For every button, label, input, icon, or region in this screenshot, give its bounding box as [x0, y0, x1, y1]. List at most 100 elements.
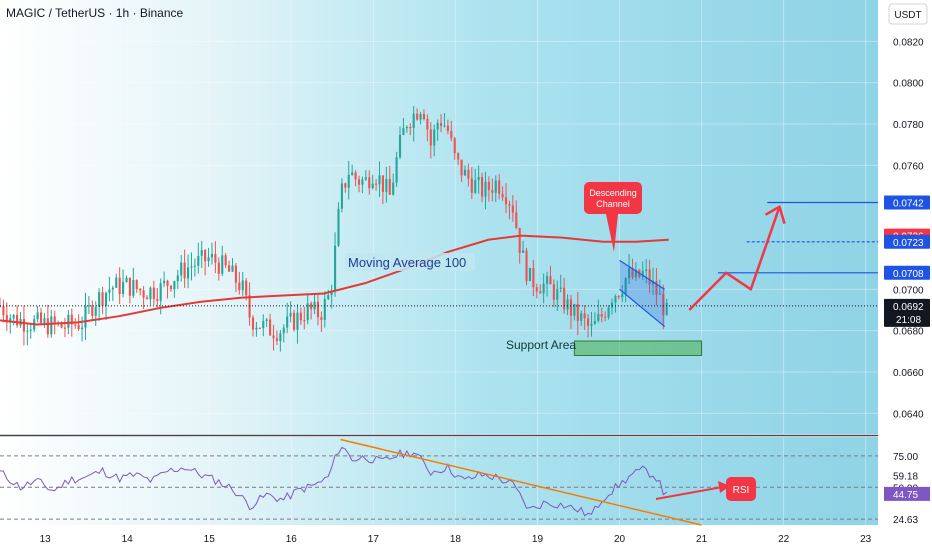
candle-body	[556, 288, 559, 300]
candle-body	[593, 320, 596, 325]
candle-body	[559, 287, 562, 289]
candle-body	[409, 127, 412, 129]
candle-body	[272, 335, 275, 339]
candle-body	[275, 338, 278, 342]
candle-body	[292, 312, 296, 330]
candle-body	[539, 291, 542, 294]
candle-body	[467, 169, 470, 179]
rsi-tick-label: 44.75	[893, 490, 918, 501]
candle-body	[111, 287, 114, 290]
candle-body	[583, 313, 586, 319]
candle-body	[125, 277, 128, 283]
candle-body	[269, 319, 272, 336]
candle-body	[204, 250, 207, 262]
candle-body	[145, 297, 149, 300]
candle-body	[515, 212, 518, 228]
candle-body	[600, 314, 603, 317]
candle-body	[566, 299, 569, 310]
rsi-tick-label: 24.63	[893, 515, 918, 526]
ma-label-box	[345, 253, 475, 271]
candle-body	[231, 265, 234, 272]
candle-body	[446, 125, 449, 131]
rsi-tick-label: 75.00	[893, 452, 918, 463]
candle-body	[453, 138, 456, 154]
candle-body	[241, 280, 244, 291]
candle-body	[193, 265, 196, 267]
candle-body	[9, 318, 12, 323]
candle-body	[648, 269, 651, 285]
candle-body	[12, 315, 15, 319]
candle-body	[128, 277, 131, 296]
candle-body	[470, 178, 473, 193]
projection-path	[688, 206, 781, 311]
candle-body	[621, 293, 624, 298]
candle-body	[412, 113, 415, 128]
candle-body	[528, 268, 532, 281]
candle-body	[628, 267, 631, 279]
candle-body	[29, 329, 32, 331]
time-axis-ticks: 13 14 15 16 17 18 19 20 21 22 23	[40, 534, 872, 545]
candle-body	[169, 285, 173, 290]
candle-body	[84, 306, 87, 328]
ma-annotation[interactable]: Moving Average 100	[348, 255, 466, 270]
candle-body	[282, 327, 285, 334]
price-tick-label: 0.0760	[893, 161, 924, 172]
candle-body	[580, 313, 583, 321]
candle-body	[132, 280, 135, 296]
candle-body	[262, 320, 265, 329]
price-tag-box	[884, 265, 930, 280]
channel-label-line1: Descending	[589, 188, 637, 198]
rsi-value-tag	[884, 486, 930, 501]
candle-body	[474, 180, 477, 193]
candle-body	[310, 303, 313, 310]
price-pane-background	[0, 0, 878, 434]
candle-body	[316, 301, 320, 318]
time-axis-background[interactable]	[0, 525, 878, 550]
candle-body	[2, 306, 5, 316]
candle-body	[39, 312, 43, 323]
price-tag-label: 0.0708	[893, 269, 924, 280]
candle-body	[604, 316, 607, 318]
candle-body	[552, 284, 555, 300]
candle-body	[587, 318, 590, 326]
candle-body	[402, 128, 405, 135]
candle-body	[43, 318, 46, 323]
candle-body	[323, 298, 326, 320]
candle-body	[166, 280, 169, 286]
candle-body	[511, 205, 514, 213]
countdown-label: 21:08	[896, 315, 921, 326]
candle-body	[176, 275, 179, 282]
time-tick-label: 16	[286, 534, 298, 545]
candle-body	[221, 255, 224, 274]
rsi-callout[interactable]: RSI	[655, 477, 756, 501]
channel-lower	[619, 288, 666, 327]
candle-body	[439, 123, 443, 126]
candle-body	[617, 296, 620, 298]
candle-body	[518, 227, 521, 253]
price-tick-label: 0.0680	[893, 327, 924, 338]
candle-body	[385, 179, 388, 192]
candle-body	[398, 134, 402, 158]
currency-box[interactable]	[888, 3, 928, 25]
candle-body	[214, 254, 217, 263]
candle-body	[340, 183, 343, 209]
chart-title[interactable]: MAGIC / TetherUS · 1h · Binance	[6, 6, 184, 20]
price-tag-label: 0.0692	[893, 302, 924, 313]
candle-body	[197, 255, 200, 266]
candle-body	[70, 314, 73, 325]
candle-body	[108, 289, 111, 293]
time-tick-label: 17	[368, 534, 380, 545]
support-annotation[interactable]: Support Area	[506, 338, 576, 352]
candle-body	[610, 302, 614, 308]
channel-callout[interactable]: Descending Channel	[584, 182, 642, 252]
candle-body	[296, 312, 299, 330]
candle-body	[26, 330, 29, 332]
candle-body	[545, 276, 549, 284]
candle-body	[655, 280, 658, 295]
candle-body	[522, 250, 525, 253]
candle-body	[101, 292, 104, 306]
candle-body	[94, 307, 97, 316]
